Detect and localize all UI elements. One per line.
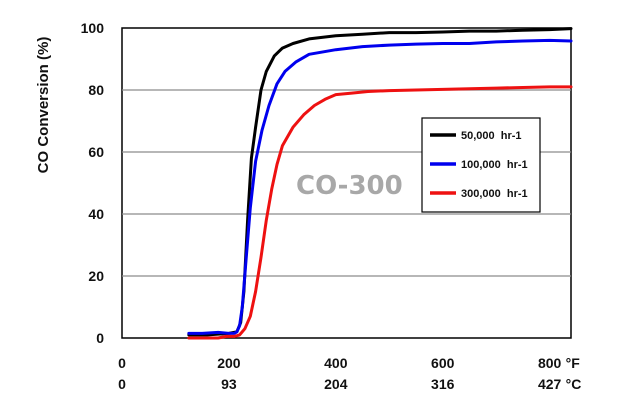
gridlines [122,89,571,277]
x-tick-c-204: 204 [324,376,348,392]
x-tick-c-316: 316 [431,376,455,392]
x-unit-f: °F [566,355,581,371]
legend: 50,000 hr-1 100,000 hr-1 300,000 hr-1 [421,117,541,213]
legend-label-1: 50,000 hr-1 [461,130,522,142]
legend-label-3: 300,000 hr-1 [461,188,528,200]
x-tick-c-427: 427 [538,376,562,392]
x-tick-labels: 0 0 200 93 400 204 600 316 800 427°F °C [118,355,581,392]
x-tick-f-0: 0 [118,355,126,371]
x-tick-c-0: 0 [118,376,126,392]
series-line-2 [187,38,573,335]
x-tick-c-93: 93 [221,376,237,392]
x-unit-c: °C [566,376,582,392]
y-tick-labels: 0 20 40 60 80 100 [81,20,105,346]
y-tick-80: 80 [88,82,104,98]
series-lines [187,27,573,340]
y-tick-100: 100 [81,20,105,36]
y-axis-label: CO Conversion (%) [35,37,52,174]
y-tick-60: 60 [88,144,104,160]
x-tick-f-800: 800 [538,355,562,371]
y-tick-20: 20 [88,268,104,284]
x-tick-f-200: 200 [217,355,241,371]
y-tick-40: 40 [88,206,104,222]
annotation-co-300: CO-300 [296,171,403,201]
y-tick-0: 0 [96,330,104,346]
series-line-3 [187,85,573,340]
legend-label-2: 100,000 hr-1 [461,159,528,171]
x-tick-f-400: 400 [324,355,348,371]
x-tick-f-600: 600 [431,355,455,371]
